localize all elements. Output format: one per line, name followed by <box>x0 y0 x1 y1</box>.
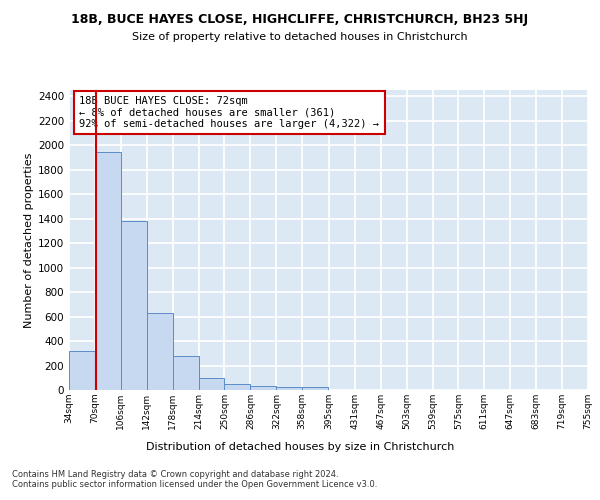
Bar <box>199 378 224 390</box>
Bar <box>173 356 199 390</box>
Bar <box>69 351 95 390</box>
Bar <box>302 388 328 390</box>
Text: Distribution of detached houses by size in Christchurch: Distribution of detached houses by size … <box>146 442 454 452</box>
Text: Contains HM Land Registry data © Crown copyright and database right 2024.
Contai: Contains HM Land Registry data © Crown c… <box>12 470 377 490</box>
Bar <box>250 386 277 390</box>
Bar <box>277 386 302 390</box>
Text: 18B, BUCE HAYES CLOSE, HIGHCLIFFE, CHRISTCHURCH, BH23 5HJ: 18B, BUCE HAYES CLOSE, HIGHCLIFFE, CHRIS… <box>71 12 529 26</box>
Bar <box>121 221 147 390</box>
Bar <box>224 384 250 390</box>
Text: Size of property relative to detached houses in Christchurch: Size of property relative to detached ho… <box>132 32 468 42</box>
Bar <box>147 313 173 390</box>
Bar <box>95 152 121 390</box>
Y-axis label: Number of detached properties: Number of detached properties <box>24 152 34 328</box>
Text: 18B BUCE HAYES CLOSE: 72sqm
← 8% of detached houses are smaller (361)
92% of sem: 18B BUCE HAYES CLOSE: 72sqm ← 8% of deta… <box>79 96 379 129</box>
